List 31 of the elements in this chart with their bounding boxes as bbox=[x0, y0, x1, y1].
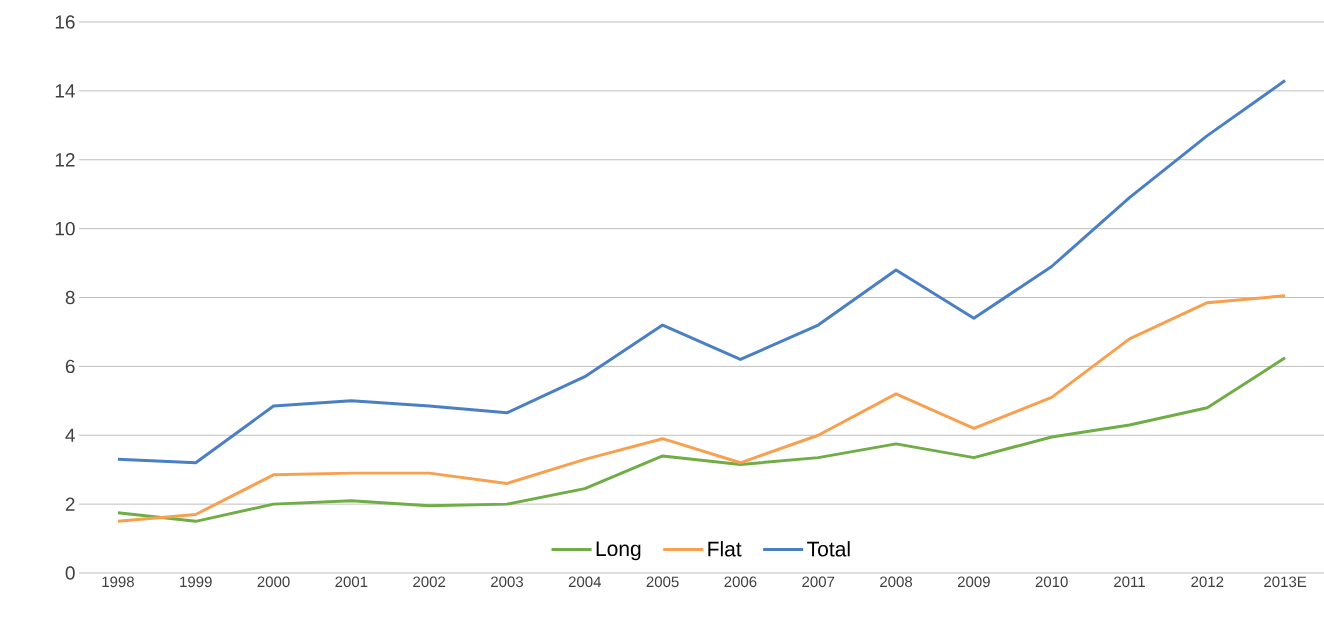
x-tick-label: 2008 bbox=[880, 576, 913, 588]
x-tick-label: 2010 bbox=[1035, 576, 1068, 588]
x-tick-label: 2012 bbox=[1191, 576, 1224, 588]
y-tick-label: 12 bbox=[55, 153, 75, 167]
y-tick-label: 4 bbox=[65, 428, 75, 442]
x-tick-label: 2002 bbox=[413, 576, 446, 588]
y-tick-label: 14 bbox=[55, 84, 75, 98]
line-series bbox=[116, 356, 1287, 523]
x-tick-label: 2004 bbox=[568, 576, 602, 588]
x-tick-label: 2007 bbox=[802, 576, 835, 588]
x-tick-label: 2013E bbox=[1264, 576, 1307, 588]
x-tick-label: 1998 bbox=[102, 576, 134, 588]
y-tick-label: 0 bbox=[65, 566, 75, 580]
x-tick-label: 1999 bbox=[180, 576, 212, 588]
x-tick-label: 2003 bbox=[491, 576, 523, 588]
x-tick-label: 2006 bbox=[724, 576, 757, 588]
y-tick-label: 6 bbox=[65, 359, 75, 374]
line-series bbox=[116, 294, 1287, 523]
legend-label: Long bbox=[596, 541, 641, 561]
legend-label: Total bbox=[807, 541, 850, 557]
y-tick-label: 2 bbox=[65, 497, 75, 511]
x-tick-label: 2000 bbox=[257, 576, 290, 588]
line-series bbox=[116, 79, 1287, 465]
x-tick-label: 2005 bbox=[646, 576, 679, 588]
y-tick-label: 10 bbox=[55, 221, 75, 236]
legend-label: Flat bbox=[708, 541, 742, 557]
x-tick-label: 2001 bbox=[335, 576, 368, 588]
x-tick-label: 2009 bbox=[957, 576, 990, 588]
x-tick-label: 2011 bbox=[1114, 576, 1145, 588]
y-tick-label: 8 bbox=[65, 290, 75, 305]
y-tick-label: 16 bbox=[55, 15, 75, 29]
